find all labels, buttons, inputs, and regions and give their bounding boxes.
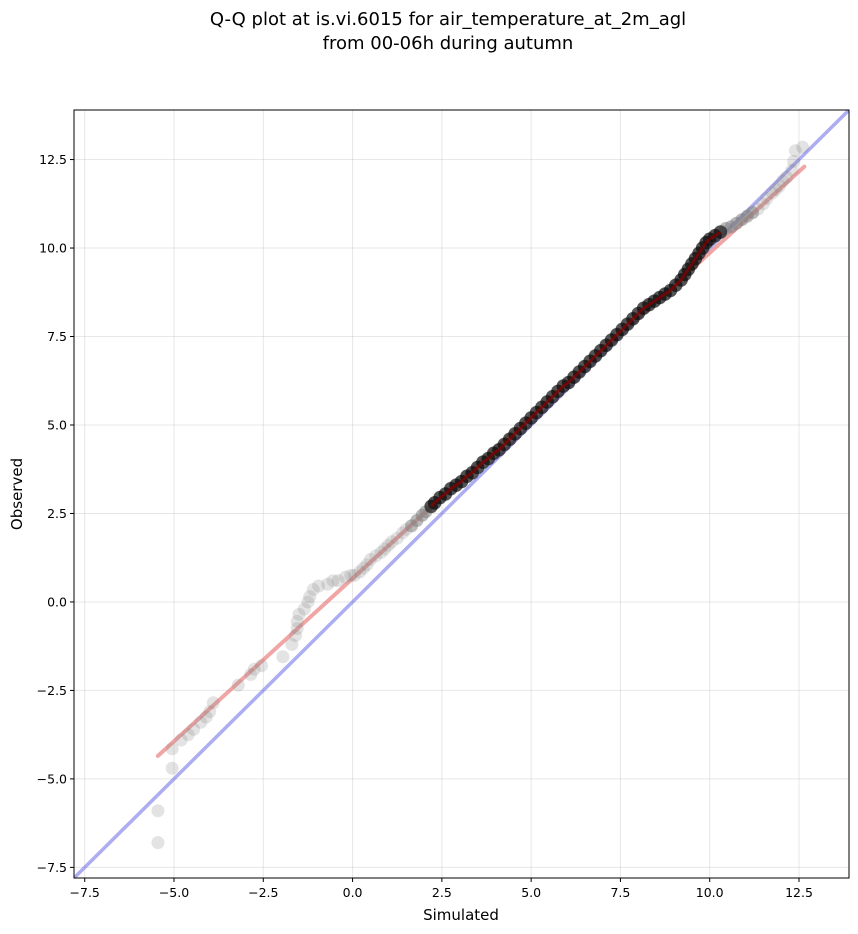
chart-title-line-2: from 00-06h during autumn (323, 33, 574, 54)
data-point-14 (255, 659, 268, 673)
data-point-42 (396, 526, 410, 540)
data-point-41 (390, 531, 404, 545)
x-tick-label-6: 7.5 (610, 885, 630, 900)
data-point-115 (765, 186, 779, 200)
data-point-31 (347, 568, 361, 582)
data-point-25 (312, 579, 326, 593)
data-point-111 (746, 206, 760, 220)
data-point-21 (297, 602, 311, 616)
x-axis-ticks: −7.5 −5.0 −2.5 0.0 2.5 5.0 7.5 10.0 12.5 (70, 878, 813, 900)
core-fit-trace (430, 230, 722, 508)
data-point-9 (203, 705, 217, 719)
data-point-18 (290, 621, 304, 635)
x-tick-label-5: 5.0 (521, 885, 541, 900)
data-point-122 (788, 144, 802, 158)
y-tick-label-8: 12.5 (39, 152, 67, 167)
x-tick-label-8: 12.5 (785, 885, 813, 900)
data-point-6 (187, 722, 201, 736)
y-tick-label-1: −5.0 (37, 771, 67, 786)
data-point-15 (276, 650, 290, 664)
data-point-17 (288, 629, 302, 643)
data-point-116 (769, 183, 783, 197)
data-point-117 (772, 179, 786, 193)
data-point-13 (247, 662, 261, 676)
data-point-20 (292, 607, 306, 621)
data-point-2 (165, 761, 179, 775)
data-point-29 (338, 570, 352, 584)
data-point-123 (796, 140, 810, 154)
data-point-38 (378, 542, 392, 556)
grid (74, 110, 849, 878)
data-point-23 (303, 590, 317, 604)
x-tick-label-2: −2.5 (248, 885, 278, 900)
data-point-35 (363, 552, 377, 566)
data-point-119 (780, 170, 793, 184)
x-tick-label-3: 0.0 (343, 885, 363, 900)
data-point-39 (381, 538, 395, 552)
y-tick-label-2: −2.5 (37, 683, 67, 698)
data-point-19 (290, 614, 304, 628)
data-point-112 (751, 202, 765, 216)
data-point-5 (181, 728, 195, 742)
data-point-10 (206, 696, 220, 710)
x-tick-label-1: −5.0 (159, 885, 189, 900)
x-tick-label-4: 2.5 (432, 885, 452, 900)
y-axis-ticks: −7.5 −5.0 −2.5 0.0 2.5 5.0 7.5 10.0 12.5 (37, 152, 74, 875)
data-point-121 (787, 154, 801, 168)
data-point-24 (306, 583, 320, 597)
data-point-120 (785, 163, 799, 177)
y-tick-label-5: 5.0 (47, 417, 67, 432)
data-point-32 (353, 565, 367, 579)
core-overlay (424, 225, 728, 514)
plot-frame (73, 109, 850, 879)
data-point-118 (776, 174, 790, 188)
data-point-1 (151, 804, 165, 818)
data-point-7 (194, 715, 208, 729)
data-point-37 (374, 545, 388, 559)
data-point-26 (321, 577, 335, 591)
x-tick-label-7: 10.0 (696, 885, 724, 900)
chart-title-line-1: Q-Q plot at is.vi.6015 for air_temperatu… (210, 9, 686, 30)
data-point-8 (199, 710, 213, 724)
y-tick-label-4: 2.5 (47, 506, 67, 521)
data-point-11 (231, 678, 245, 692)
data-point-12 (244, 667, 258, 681)
data-point-28 (331, 574, 345, 588)
data-point-40 (385, 535, 399, 549)
y-axis-label: Observed (8, 458, 26, 530)
data-point-34 (360, 558, 374, 572)
data-point-30 (344, 568, 358, 582)
data-point-3 (165, 742, 179, 756)
data-point-114 (760, 191, 774, 205)
y-tick-label-0: −7.5 (37, 860, 67, 875)
data-point-22 (301, 595, 315, 609)
data-point-113 (756, 197, 770, 211)
y-tick-label-7: 10.0 (39, 241, 67, 256)
x-axis-label: Simulated (423, 906, 499, 924)
y-tick-label-3: 0.0 (47, 594, 67, 609)
data-point-16 (285, 637, 299, 651)
x-tick-label-0: −7.5 (70, 885, 100, 900)
data-point-27 (326, 574, 340, 588)
data-point-33 (356, 561, 370, 575)
data-point-4 (174, 733, 188, 747)
data-point-0 (151, 836, 165, 850)
data-point-36 (369, 549, 383, 563)
y-tick-label-6: 7.5 (47, 329, 67, 344)
